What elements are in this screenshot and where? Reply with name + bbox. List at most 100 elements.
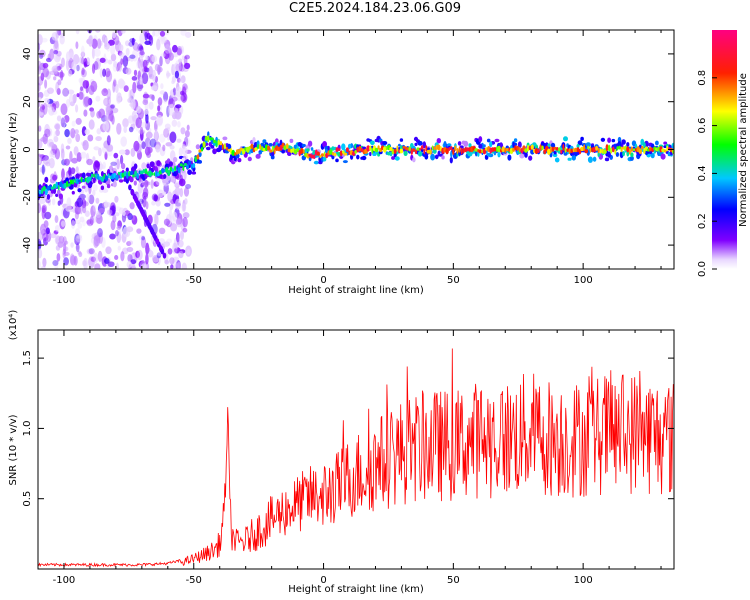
- spectrogram-noise-cell: [82, 139, 89, 151]
- spectrogram-noise-cell: [90, 256, 97, 262]
- spectrogram-noise-cell: [67, 137, 72, 144]
- spectrogram-noise-cell: [76, 234, 83, 239]
- spectrogram-ridge-cell: [541, 145, 544, 151]
- spectrogram-noise-cell: [102, 161, 107, 170]
- spectrogram-noise-cell: [109, 104, 114, 111]
- spectrogram-ridge-cell: [555, 147, 559, 151]
- spectrogram-noise-cell: [90, 109, 95, 118]
- spectrogram-noise-cell: [176, 77, 181, 83]
- spectrogram-noise-cell: [174, 198, 182, 210]
- spectrogram-noise-cell: [139, 32, 145, 45]
- spectrogram-ridge-cell: [534, 147, 539, 155]
- spectrogram-noise-cell: [76, 93, 80, 98]
- spectrogram-noise-cell: [164, 43, 171, 54]
- spectrogram-noise-cell: [121, 30, 126, 34]
- spectrogram-streak-cell: [128, 184, 132, 191]
- spectrogram-noise-cell: [156, 118, 163, 127]
- spectrogram-noise-cell: [78, 60, 82, 71]
- spectrogram-ridge-cell: [450, 150, 453, 158]
- spectrogram-ridge-cell: [356, 154, 360, 160]
- spectrogram-ridge-cell: [321, 156, 324, 163]
- spectrogram-ridge-cell: [213, 139, 216, 144]
- spectrogram-ridge-cell: [528, 155, 533, 161]
- spectrogram-noise-cell: [131, 110, 137, 122]
- spectrogram-noise-cell: [44, 79, 48, 89]
- y-tick-label: -40: [22, 237, 33, 253]
- spectrogram-ridge-cell: [595, 145, 599, 151]
- spectrogram-ridge-cell: [382, 146, 387, 153]
- spectrogram-ridge-cell: [234, 152, 237, 156]
- spectrogram-noise-cell: [61, 168, 65, 180]
- spectrogram-ridge-cell: [188, 160, 192, 166]
- spectrogram-ridge-cell: [429, 148, 432, 155]
- spectrogram-noise-cell: [39, 228, 45, 241]
- spectrogram-noise-cell: [141, 162, 147, 170]
- spectrogram-ridge-cell: [69, 179, 73, 185]
- spectrogram-noise-cell: [153, 194, 158, 202]
- spectrogram-noise-cell: [71, 60, 77, 71]
- spectrogram-ridge-cell: [621, 139, 626, 145]
- spectrogram-noise-cell: [114, 212, 120, 217]
- spectrogram-ridge-cell: [106, 183, 111, 189]
- spectrogram-ridge-cell: [592, 156, 597, 162]
- spectrogram-ridge-cell: [190, 163, 193, 170]
- spectrogram-ridge-cell: [478, 143, 483, 149]
- spectrogram-ridge-cell: [319, 155, 322, 159]
- spectrogram-noise-cell: [186, 124, 190, 131]
- spectrogram-noise-cell: [84, 210, 90, 218]
- spectrogram-noise-cell: [180, 94, 184, 102]
- spectrogram-noise-cell: [104, 151, 108, 161]
- spectrogram-ridge-cell: [540, 141, 545, 147]
- spectrogram-noise-cell: [172, 96, 178, 102]
- spectrogram-noise-cell: [125, 67, 132, 75]
- spectrogram-ridge-cell: [403, 150, 408, 156]
- spectrogram-ridge-cell: [589, 146, 592, 153]
- spectrogram-ridge-cell: [641, 145, 644, 150]
- spectrogram-ridge-cell: [553, 146, 557, 150]
- spectrogram-noise-cell: [83, 96, 91, 107]
- spectrogram-noise-cell: [173, 180, 180, 187]
- spectrogram-ridge-cell: [643, 142, 646, 148]
- spectrogram-noise-cell: [129, 266, 137, 269]
- spectrogram-noise-cell: [98, 207, 105, 214]
- spectrogram-noise-cell: [57, 241, 64, 248]
- spectrogram-noise-cell: [110, 220, 116, 231]
- spectrogram-ridge-cell: [258, 151, 262, 155]
- spectrogram-ridge-cell: [335, 147, 339, 153]
- spectrogram-ridge-cell: [622, 146, 625, 150]
- spectrogram-noise-cell: [103, 201, 111, 208]
- spectrogram-ridge-cell: [583, 144, 586, 152]
- spectrogram-noise-cell: [145, 55, 149, 61]
- spectrogram-ridge-cell: [171, 168, 175, 173]
- spectrogram-noise-cell: [114, 195, 119, 203]
- spectrogram-ridge-cell: [202, 141, 206, 148]
- spectrogram-ridge-cell: [167, 170, 171, 177]
- spectrogram-noise-cell: [167, 248, 173, 255]
- spectrogram-noise-cell: [41, 265, 46, 269]
- spectrogram-noise-cell: [82, 219, 86, 227]
- spectrogram-ridge-cell: [458, 146, 461, 153]
- spectrogram-noise-cell: [117, 245, 121, 251]
- snr-panel: -100 -50 0 50 100 0.5 1.0 1.5 Height of straigh…: [8, 310, 675, 595]
- spectrogram-noise-cell: [56, 253, 61, 262]
- spectrogram-ridge-cell: [117, 171, 121, 176]
- spectrogram-noise-cell: [101, 237, 106, 248]
- spectrogram-ridge-cell: [460, 147, 463, 155]
- spectrogram-ridge-cell: [107, 173, 110, 178]
- spectrogram-ridge-cell: [551, 146, 555, 152]
- spectrogram-noise-cell: [61, 57, 65, 68]
- spectrogram-ridge-cell: [194, 156, 198, 163]
- spectrogram-noise-cell: [147, 128, 152, 133]
- spectrogram-ridge-cell: [341, 143, 346, 151]
- spectrogram-ridge-cell: [445, 147, 449, 155]
- spectrogram-noise-cell: [185, 137, 191, 147]
- spectrogram-ridge-cell: [136, 172, 139, 180]
- spectrogram-ridge-cell: [514, 145, 517, 151]
- colorbar-tick-label: 0.8: [697, 70, 708, 86]
- spectrogram-noise-cell: [91, 38, 98, 49]
- spectrogram-streak-cell: [149, 226, 154, 233]
- spectrogram-noise-cell: [63, 158, 70, 166]
- spectrogram-ridge-cell: [631, 140, 637, 147]
- spectrogram-ridge-cell: [489, 141, 493, 148]
- spectrogram-ridge-cell: [237, 158, 242, 163]
